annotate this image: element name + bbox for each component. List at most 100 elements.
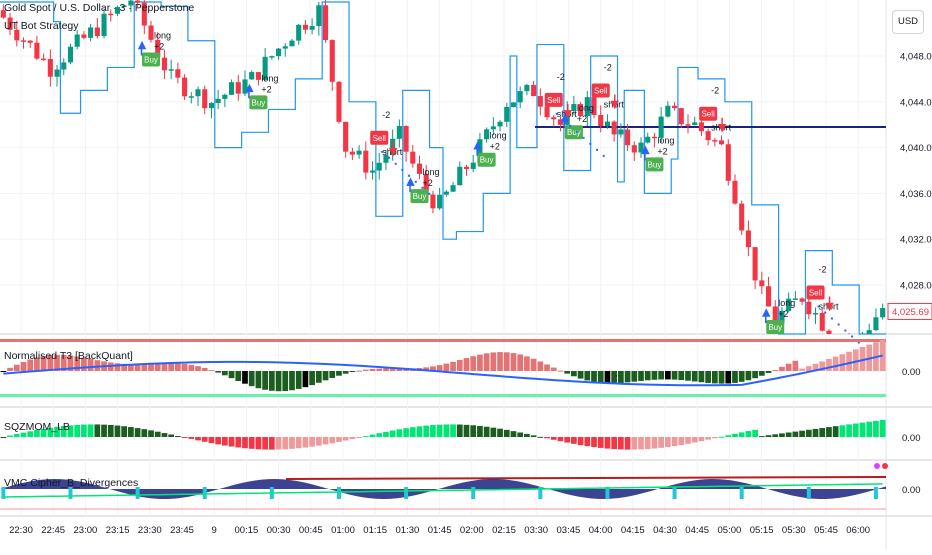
t3-histogram-bar: [315, 371, 322, 383]
t3-histogram-bar: [832, 356, 839, 371]
pane-title-vmc[interactable]: VMC Cipher_B_Divergences: [4, 477, 139, 489]
t3-histogram-bar: [463, 358, 470, 371]
candle: [81, 31, 87, 40]
candle: [363, 141, 369, 180]
candle: [222, 93, 228, 108]
pane-title-sqzmom[interactable]: SQZMOM_LB: [4, 421, 70, 433]
t3-histogram-bar: [201, 367, 208, 371]
time-axis-label: 23:45: [170, 525, 194, 536]
candle-body: [591, 97, 597, 116]
time-axis-label: 23:30: [138, 525, 162, 536]
vmc-buy-circle: [739, 487, 744, 499]
t3-histogram-bar: [618, 371, 624, 383]
short-entry-arrow: [825, 296, 834, 312]
t3-histogram-bar: [470, 356, 477, 371]
sqzmom-histogram-bar: [175, 435, 181, 437]
candle: [450, 181, 456, 192]
candle-body: [215, 98, 221, 104]
t3-histogram-bar: [644, 371, 651, 381]
buy-signal-badge: [142, 52, 161, 67]
stop-dot: [555, 112, 558, 115]
t3-histogram-bar: [369, 368, 376, 371]
candle-body: [638, 142, 644, 153]
signal-order-qty: -2: [604, 63, 612, 73]
buy-signal-badge: [249, 95, 268, 110]
candle-body: [416, 163, 423, 174]
candle-body: [873, 317, 879, 331]
currency-button[interactable]: USD: [892, 10, 924, 34]
t3-histogram-bar: [248, 371, 255, 387]
candle-body: [517, 91, 523, 103]
candle-body: [0, 10, 6, 18]
candle: [504, 102, 510, 128]
sqzmom-histogram-bar: [309, 437, 315, 447]
t3-histogram-bar: [208, 370, 215, 372]
candle: [430, 190, 436, 214]
t3-histogram-bar: [611, 371, 618, 384]
candle-body: [423, 173, 429, 195]
candle-body: [182, 77, 188, 97]
sqzmom-histogram-bar: [342, 437, 349, 441]
signal-order-qty: +2: [778, 309, 788, 319]
candle: [840, 335, 845, 350]
signal-order-tag: long: [778, 298, 795, 308]
vmc-buy-circle: [605, 487, 610, 499]
time-axis-label: 01:45: [428, 525, 452, 536]
short-entry-arrow: [717, 117, 727, 133]
sqzmom-histogram-bar: [362, 436, 369, 438]
candle-body: [67, 46, 74, 63]
sqzmom-histogram-bar: [490, 427, 497, 437]
sqzmom-histogram-bar: [752, 429, 758, 437]
pane-axis-label: 0.00: [902, 433, 921, 444]
candle-body: [457, 166, 463, 186]
candle: [685, 114, 691, 134]
sqzmom-histogram-bar: [148, 430, 154, 437]
candle: [866, 323, 872, 334]
time-axis-label: 9: [212, 525, 217, 536]
candle-body: [732, 180, 738, 204]
current-price-label: 4,025.69: [892, 307, 929, 318]
vmc-buy-circle: [806, 487, 811, 499]
stop-dot: [428, 192, 431, 195]
stop-dot: [824, 311, 827, 314]
sqzmom-histogram-bar: [450, 424, 456, 437]
pane-title-t3[interactable]: Normalised T3 [BackQuant]: [4, 350, 133, 362]
sqzmom-histogram-bar: [336, 437, 342, 442]
candle-body: [430, 194, 436, 209]
candle-body: [148, 25, 154, 40]
symbol-title[interactable]: Gold Spot / U.S. Dollar · 3 · Pepperston…: [4, 2, 195, 14]
t3-histogram-bar: [47, 355, 54, 371]
sqzmom-histogram-bar: [772, 434, 779, 437]
t3-histogram-bar: [255, 371, 262, 389]
t3-histogram-bar: [819, 361, 826, 371]
t3-histogram-bar: [584, 371, 591, 381]
sqzmom-histogram-bar: [201, 437, 208, 442]
buy-signal-label: Buy: [480, 156, 494, 165]
candle-body: [202, 89, 208, 109]
candle-body: [537, 96, 543, 107]
sqzmom-histogram-bar: [557, 437, 564, 442]
candle: [195, 86, 201, 107]
time-axis-label: 03:30: [524, 525, 548, 536]
candle: [269, 55, 275, 60]
sqzmom-histogram-bar: [262, 437, 268, 450]
sqzmom-histogram-bar: [141, 429, 148, 437]
candle: [114, 5, 121, 17]
time-axis-label: 04:15: [621, 525, 645, 536]
sqzmom-histogram-bar: [242, 437, 248, 449]
t3-histogram-bar: [67, 355, 74, 371]
t3-histogram-bar: [550, 367, 557, 371]
sqzmom-histogram-bar: [423, 425, 430, 437]
candle-body: [618, 129, 624, 135]
sqzmom-histogram-bar: [477, 425, 483, 437]
t3-histogram-bar: [383, 368, 389, 371]
t3-histogram-bar: [128, 364, 134, 371]
candle-body: [282, 46, 288, 49]
t3-histogram-bar: [188, 364, 195, 371]
sqzmom-histogram-bar: [208, 437, 215, 444]
candle: [792, 291, 798, 300]
candle: [752, 247, 758, 290]
strategy-legend[interactable]: UT Bot Strategy: [4, 20, 79, 32]
